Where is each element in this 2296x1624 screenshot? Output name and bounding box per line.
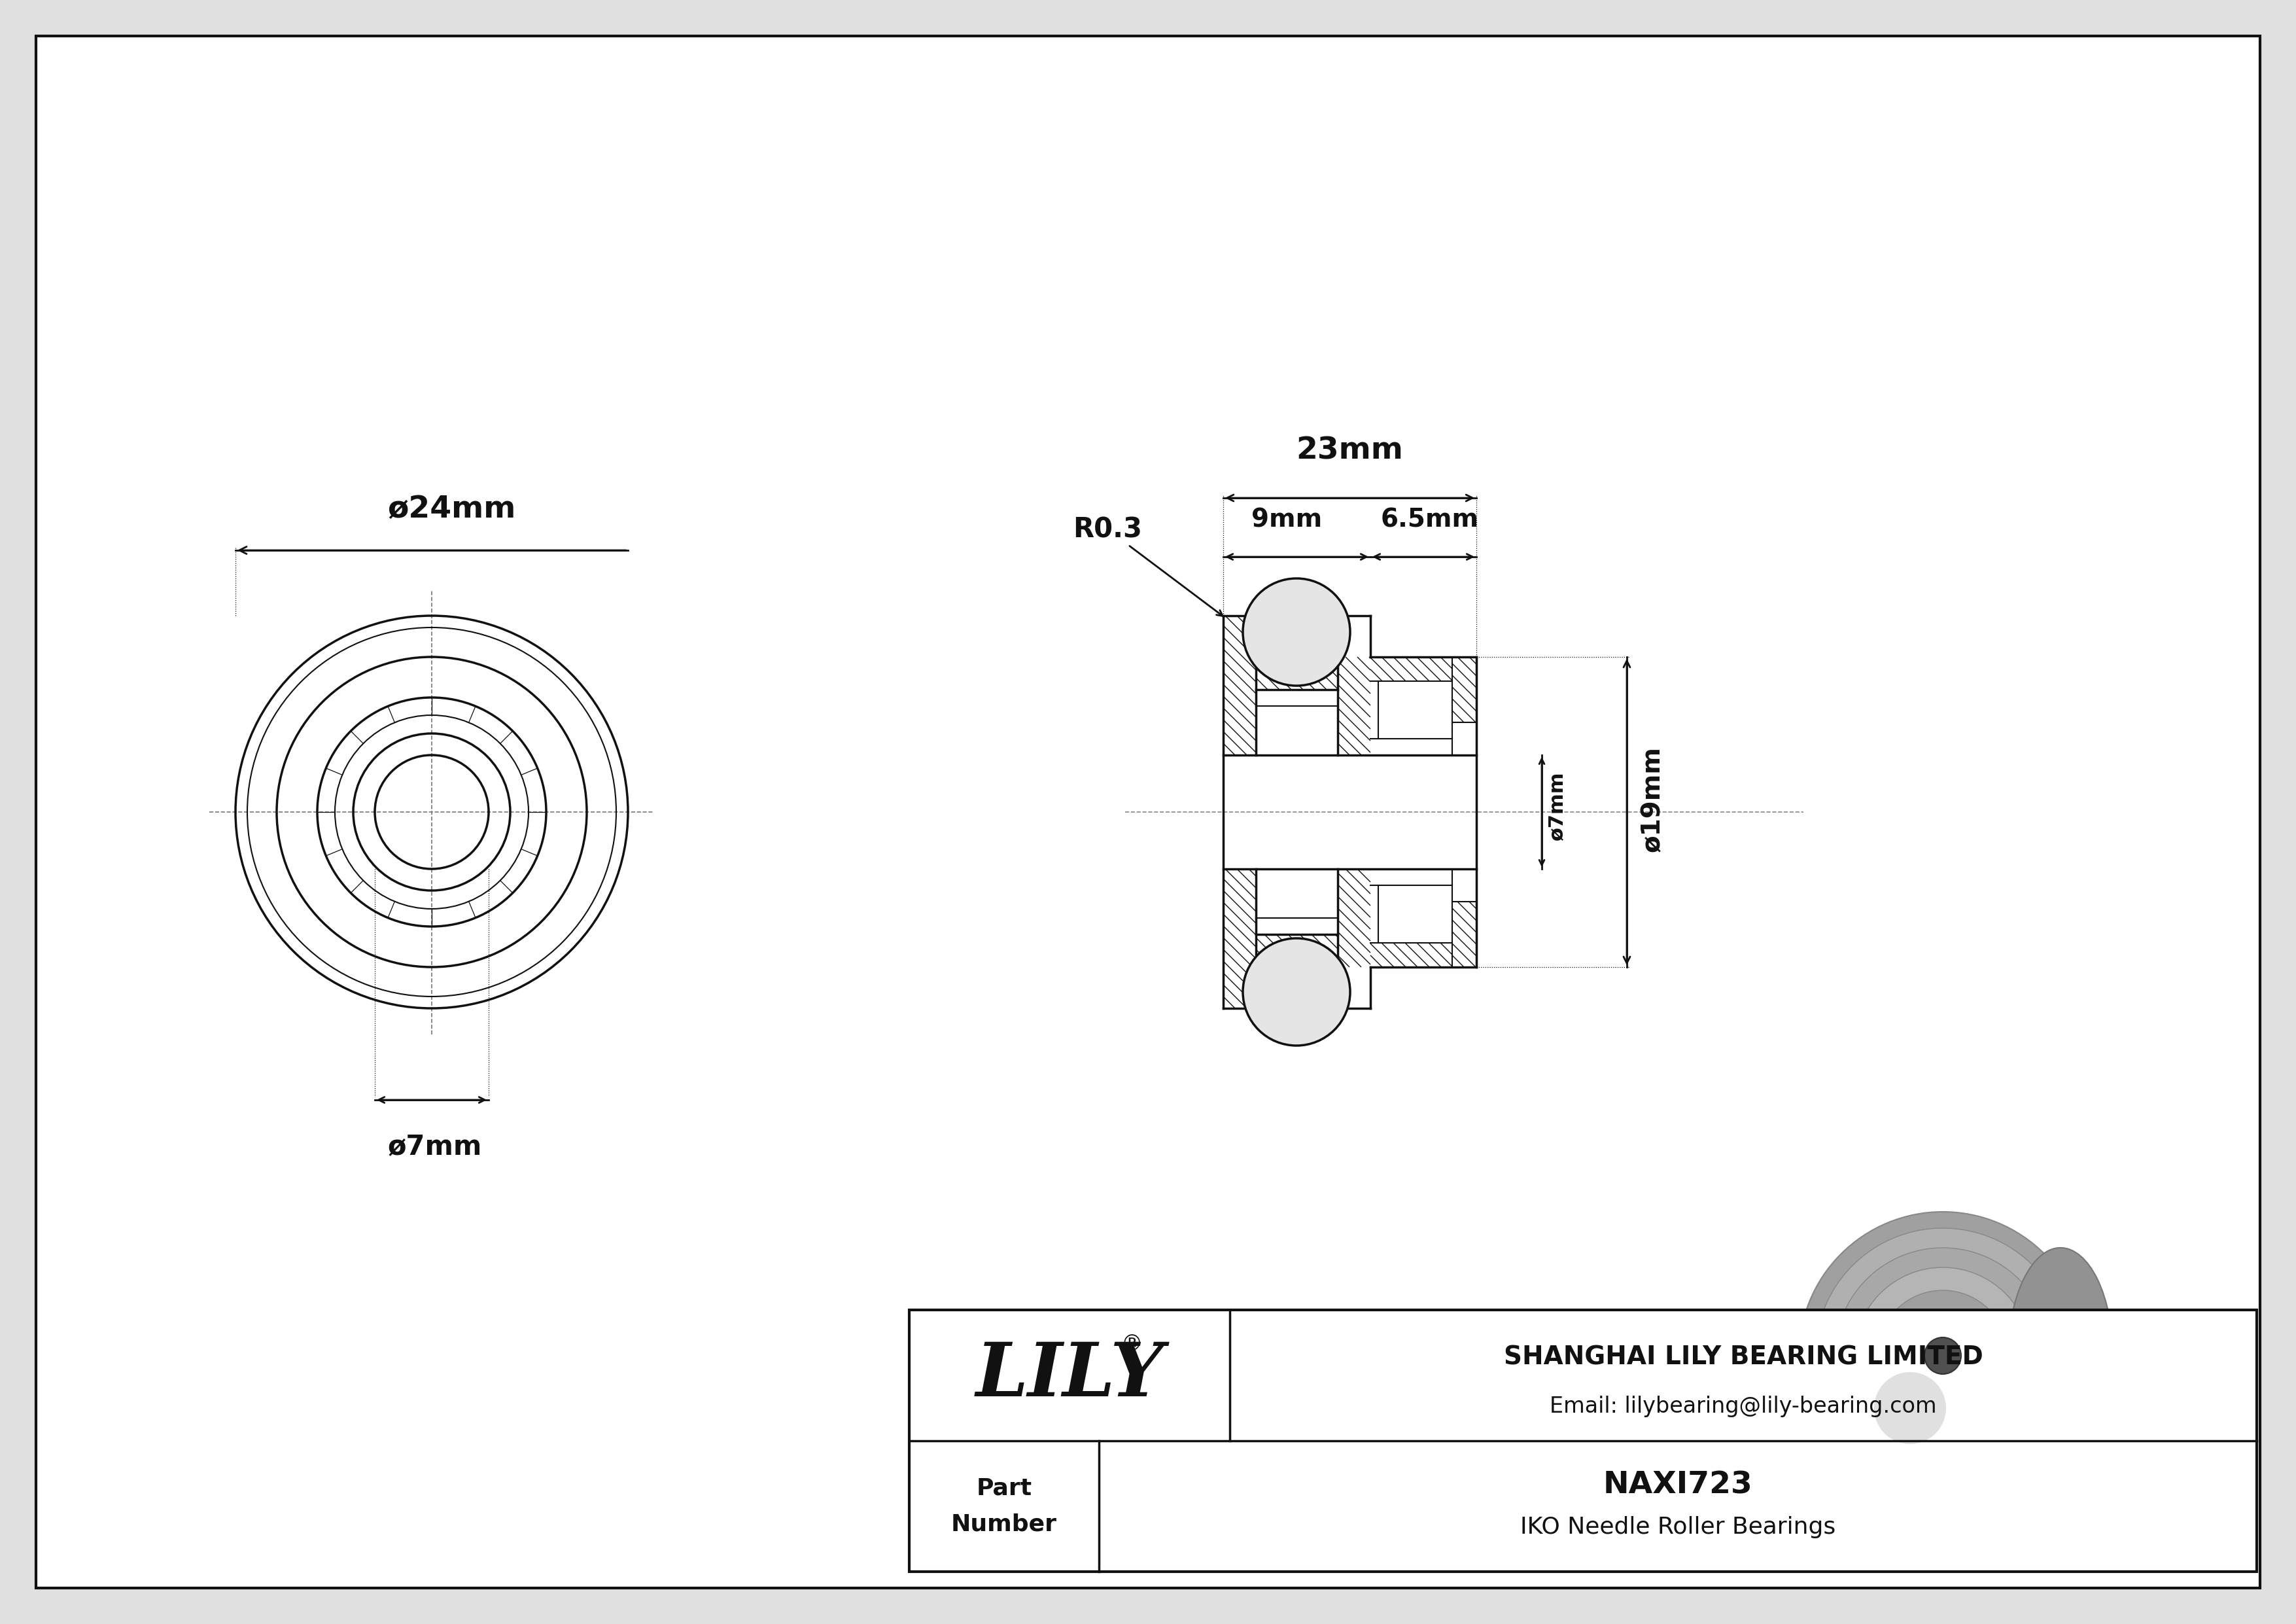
Text: ø7mm: ø7mm <box>1548 771 1566 840</box>
Circle shape <box>1924 1338 1961 1374</box>
Circle shape <box>1874 1372 1947 1444</box>
Ellipse shape <box>2009 1247 2112 1463</box>
Text: R0.3: R0.3 <box>1072 515 1224 615</box>
Text: IKO Needle Roller Bearings: IKO Needle Roller Bearings <box>1520 1517 1835 1538</box>
Text: NAXI723: NAXI723 <box>1603 1471 1752 1501</box>
Text: Part
Number: Part Number <box>951 1476 1056 1536</box>
Text: LILY: LILY <box>976 1340 1164 1411</box>
Circle shape <box>1917 1330 1970 1382</box>
Text: ø19mm: ø19mm <box>1639 745 1665 853</box>
Circle shape <box>1798 1212 2087 1499</box>
Text: ®: ® <box>1120 1333 1143 1354</box>
Circle shape <box>1242 939 1350 1046</box>
Text: 9mm: 9mm <box>1251 507 1322 533</box>
Text: ø7mm: ø7mm <box>388 1132 482 1160</box>
Text: SHANGHAI LILY BEARING LIMITED: SHANGHAI LILY BEARING LIMITED <box>1504 1345 1984 1369</box>
Bar <box>909 1311 2257 1572</box>
Text: ø24mm: ø24mm <box>388 495 517 525</box>
Text: Email: lilybearing@lily-bearing.com: Email: lilybearing@lily-bearing.com <box>1550 1397 1938 1418</box>
Text: 6.5mm: 6.5mm <box>1380 507 1479 533</box>
Circle shape <box>1242 578 1350 685</box>
Text: 23mm: 23mm <box>1297 435 1403 464</box>
Circle shape <box>1816 1228 2071 1483</box>
Circle shape <box>1878 1291 2009 1421</box>
Circle shape <box>1855 1267 2032 1444</box>
Circle shape <box>1896 1311 1988 1402</box>
Circle shape <box>1835 1247 2050 1463</box>
